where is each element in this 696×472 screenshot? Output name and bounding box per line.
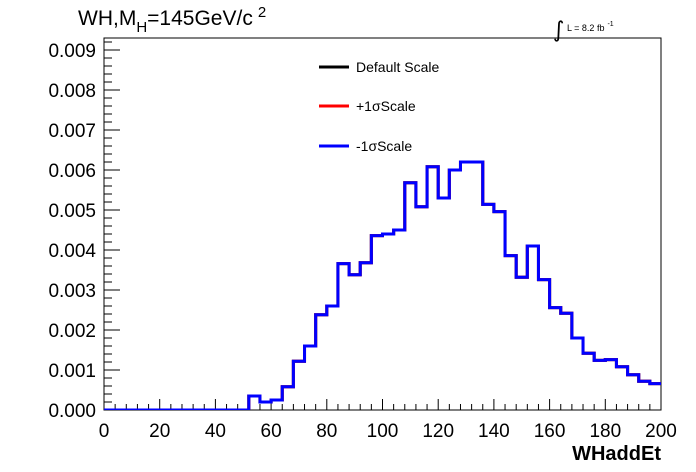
x-tick-label: 120 — [422, 421, 454, 442]
x-tick-label: 40 — [205, 421, 226, 442]
y-tick-label: 0.005 — [48, 201, 96, 222]
integral-symbol: ∫ — [553, 18, 564, 43]
svg-text:L = 8.2 fb-1: L = 8.2 fb -1 — [567, 21, 614, 33]
x-tick-label: 80 — [316, 421, 337, 442]
lumi-value: L = 8.2 fb — [567, 23, 604, 33]
x-tick-label: 180 — [589, 421, 621, 442]
y-tick-label: 0.002 — [48, 321, 96, 342]
y-tick-label: 0.003 — [48, 281, 96, 302]
y-tick-label: 0.004 — [48, 241, 96, 262]
title-superscript: 2 — [258, 4, 266, 21]
y-axis: 0.000 0.001 0.002 0.003 0.004 0.005 0.006 0.007… — [48, 41, 120, 422]
legend-label-0: Default Scale — [356, 59, 439, 75]
y-tick-label: 0.009 — [48, 41, 96, 62]
x-axis-title: WHaddEt — [572, 443, 661, 465]
x-tick-label: 140 — [478, 421, 510, 442]
title-main: WH,M — [78, 7, 136, 30]
y-tick-label: 0.000 — [48, 401, 96, 422]
legend: Default Scale +1σScale -1σScale — [319, 59, 439, 154]
x-tick-label: 100 — [367, 421, 399, 442]
x-tick-label: 20 — [149, 421, 170, 442]
legend-label-1: +1σScale — [356, 98, 416, 114]
series-layer — [104, 160, 661, 410]
y-tick-label: 0.007 — [48, 121, 96, 142]
x-tick-label: 160 — [534, 421, 566, 442]
svg-text:WH,MH=145GeV/c2: WH,MH=145GeV/c 2 — [78, 4, 266, 36]
luminosity-label: ∫ L = 8.2 fb -1 — [553, 18, 614, 43]
title-subscript: H — [136, 19, 147, 36]
title-rest: =145GeV/c — [147, 7, 253, 30]
x-axis: 0 20 40 60 80 100 120 140 160 180 200 — [99, 399, 677, 442]
x-tick-label: 200 — [645, 421, 677, 442]
lumi-superscript: -1 — [607, 21, 613, 28]
x-tick-label: 60 — [261, 421, 282, 442]
y-tick-label: 0.001 — [48, 361, 96, 382]
x-tick-label: 0 — [99, 421, 110, 442]
chart-title: WH,MH=145GeV/c 2 — [78, 4, 266, 36]
y-tick-label: 0.008 — [48, 81, 96, 102]
legend-label-2: -1σScale — [356, 138, 412, 154]
series-line-2 — [104, 160, 661, 410]
y-tick-label: 0.006 — [48, 161, 96, 182]
